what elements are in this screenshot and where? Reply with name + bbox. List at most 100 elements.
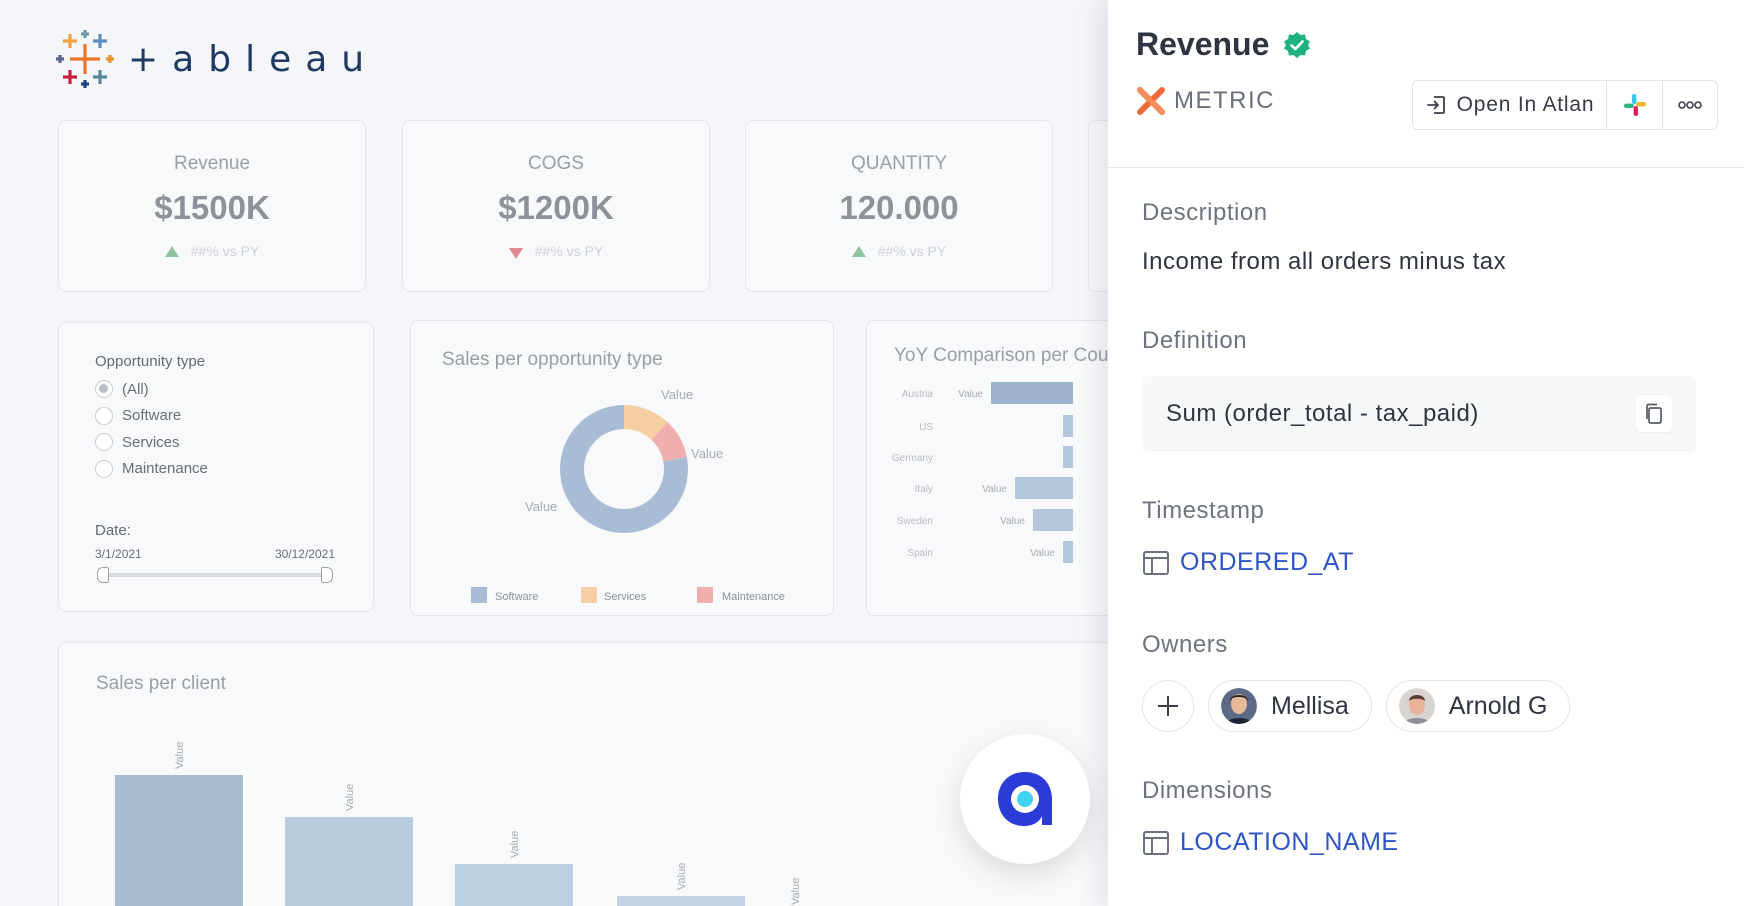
donut-slices (560, 405, 688, 533)
panel-header: Revenue METRIC Open In Atlan (1108, 0, 1744, 168)
verified-badge-icon (1284, 31, 1311, 58)
kpi-card-quantity[interactable]: QUANTITY 120.000 ##% vs PY (745, 120, 1053, 292)
sales-per-opportunity-card: Sales per opportunity type Value Value V… (410, 320, 834, 616)
bar[interactable] (115, 775, 243, 906)
category-label: Spain (907, 548, 933, 559)
date-label: Date: (95, 522, 131, 539)
kpi-title: QUANTITY (850, 153, 948, 174)
kpi-card-cogs[interactable]: COGS $1200K ##% vs PY (402, 120, 710, 292)
add-owner-button[interactable] (1142, 680, 1194, 732)
filter-option-maintenance[interactable]: Maintenance (95, 456, 373, 483)
definition-box: Sum (order_total - tax_paid) (1142, 376, 1696, 452)
definition-label: Definition (1142, 327, 1248, 354)
filter-option-services[interactable]: Services (95, 429, 373, 456)
data-label: Value (676, 863, 688, 890)
legend-swatch-software (471, 587, 487, 603)
data-label: Value (691, 446, 723, 461)
timestamp-label: Timestamp (1142, 497, 1265, 524)
data-label: Value (982, 484, 1007, 495)
atlan-launcher-button[interactable] (960, 734, 1090, 864)
radio-button[interactable] (95, 459, 113, 478)
kpi-value: 120.000 (839, 189, 959, 226)
copy-definition-button[interactable] (1636, 396, 1672, 432)
timestamp-column-link[interactable]: ORDERED_AT (1142, 548, 1354, 577)
chart-title: YoY Comparison per Cou (894, 345, 1109, 366)
sales-per-client-chart: Value Value Value Value Value (115, 742, 802, 906)
slider-track (103, 573, 327, 577)
category-label: Italy (915, 484, 933, 495)
bar[interactable] (1063, 541, 1073, 563)
date-end: 30/12/2021 (274, 547, 335, 561)
legend: Software Services Maintenance (471, 587, 785, 603)
bar[interactable] (991, 382, 1073, 404)
bar[interactable] (1063, 446, 1073, 468)
plus-icon (1158, 696, 1178, 716)
bar[interactable] (285, 817, 413, 906)
category-label: Germany (892, 453, 933, 464)
more-options-button[interactable] (1662, 81, 1717, 129)
legend-label: Maintenance (722, 591, 785, 603)
data-label: Value (509, 831, 521, 858)
asset-type-row: METRIC (1136, 86, 1275, 116)
data-label: Value (344, 784, 356, 811)
bar[interactable] (1015, 477, 1073, 499)
owner-chip-arnold[interactable]: Arnold G (1385, 680, 1571, 732)
date-range-values: 3/1/2021 30/12/2021 (95, 547, 335, 561)
donut-slice-software[interactable] (560, 405, 688, 533)
tableau-wordmark: +ableau (128, 38, 379, 80)
open-external-icon (1426, 96, 1445, 114)
slider-start-handle[interactable] (97, 567, 109, 583)
kpi-title: COGS (528, 153, 584, 174)
data-label: Value (790, 878, 802, 905)
radio-button[interactable] (95, 380, 113, 399)
data-label: Value (958, 389, 983, 400)
radio-button[interactable] (95, 406, 113, 425)
owner-chip-mellisa[interactable]: Mellisa (1208, 680, 1372, 732)
panel-actions: Open In Atlan (1412, 80, 1718, 130)
date-range-slider[interactable] (97, 567, 333, 583)
atlan-metric-panel: Revenue METRIC Open In Atlan (1108, 0, 1744, 906)
trend-down-icon (508, 248, 523, 259)
kpi-card-revenue[interactable]: Revenue $1500K ##% vs PY (58, 120, 366, 292)
bar[interactable] (1063, 415, 1073, 437)
data-label: Value (1000, 516, 1025, 527)
kpi-subtitle: ##% vs PY (403, 243, 709, 259)
avatar (1221, 688, 1257, 724)
data-label: Value (661, 387, 693, 402)
slider-end-handle[interactable] (321, 567, 333, 583)
copy-icon (1646, 403, 1662, 424)
owners-list: Mellisa Arnold G (1142, 680, 1571, 732)
owners-label: Owners (1142, 631, 1228, 658)
kpi-title: Revenue (173, 153, 251, 174)
bar[interactable] (1033, 509, 1073, 531)
radio-button[interactable] (95, 433, 113, 452)
kpi-subtitle: ##% vs PY (746, 243, 1052, 259)
description-label: Description (1142, 199, 1268, 226)
legend-label: Services (604, 591, 647, 603)
filter-option-all[interactable]: (All) (95, 376, 373, 403)
slack-icon (1623, 94, 1646, 116)
data-label: Value (1030, 548, 1055, 559)
kpi-value: $1500K (154, 189, 270, 226)
trend-up-icon (851, 246, 866, 257)
table-column-icon (1143, 830, 1169, 855)
open-in-atlan-button[interactable]: Open In Atlan (1413, 81, 1607, 129)
tableau-logo: +ableau (56, 30, 378, 88)
kpi-value: $1200K (498, 189, 614, 226)
slack-share-button[interactable] (1607, 81, 1662, 129)
opportunity-filter-card: Opportunity type (All) Software Services… (58, 322, 374, 612)
bar[interactable] (617, 896, 745, 906)
chart-title: Sales per client (96, 673, 226, 694)
asset-type-label: METRIC (1174, 87, 1275, 114)
bar[interactable] (455, 864, 573, 906)
table-column-icon (1143, 550, 1169, 575)
filter-option-software[interactable]: Software (95, 403, 373, 430)
panel-title-row: Revenue (1136, 26, 1311, 63)
yoy-bar-chart: Austria Value US Germany Italy Value Sweden Val… (892, 382, 1073, 563)
legend-label: Software (495, 591, 538, 603)
dimension-column-link[interactable]: LOCATION_NAME (1142, 828, 1399, 857)
metric-icon (1137, 87, 1165, 115)
date-start: 3/1/2021 (95, 547, 142, 561)
filter-title: Opportunity type (95, 353, 206, 370)
category-label: Sweden (897, 516, 933, 527)
